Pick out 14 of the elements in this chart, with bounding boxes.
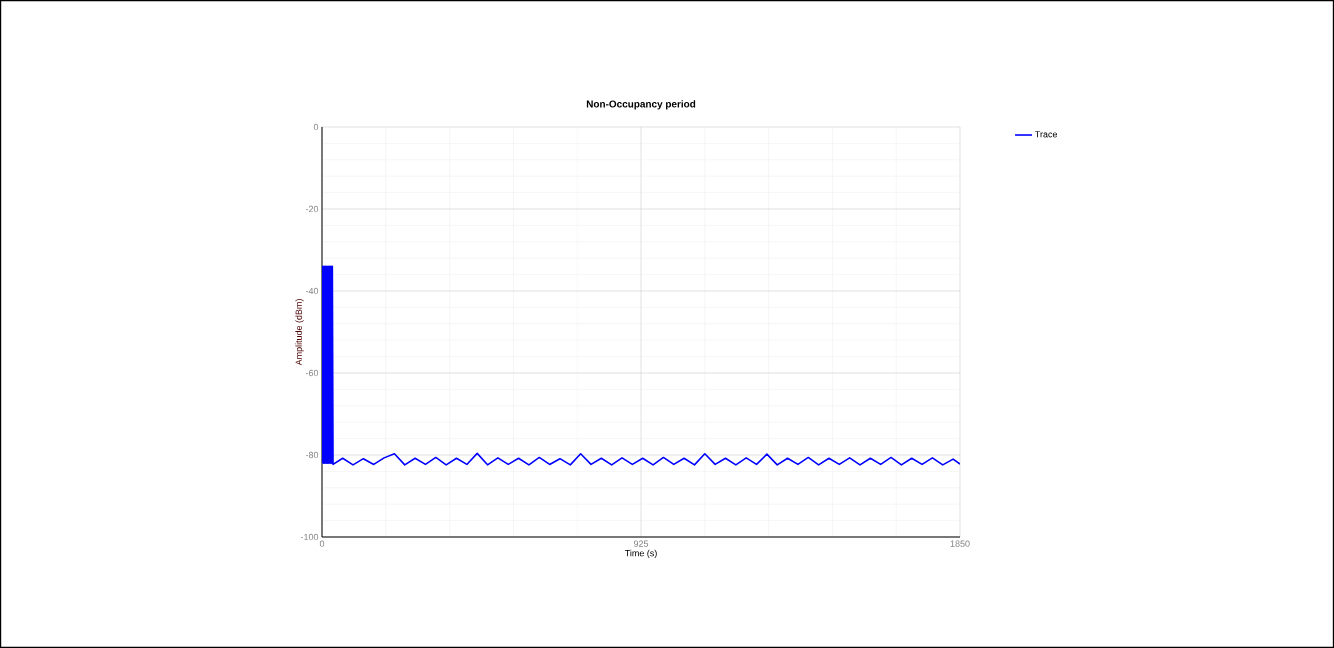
y-axis-title: Amplitude (dBm) [295, 299, 304, 366]
y-tick-label: -80 [305, 451, 319, 459]
y-tick-label: -100 [300, 533, 319, 541]
y-tick-label: 0 [313, 123, 319, 131]
line-series [322, 265, 961, 466]
y-tick-label: -40 [305, 287, 319, 295]
y-tick-label: -20 [305, 205, 319, 213]
x-tick-label: 0 [319, 540, 325, 547]
legend-label: Trace [1035, 131, 1058, 138]
x-axis-title: Time (s) [624, 549, 657, 559]
y-tick-label: -60 [305, 369, 319, 377]
chart-title: Non-Occupancy period [586, 100, 696, 110]
x-tick-label: 1850 [950, 540, 970, 547]
x-tick-label: 925 [633, 540, 649, 547]
